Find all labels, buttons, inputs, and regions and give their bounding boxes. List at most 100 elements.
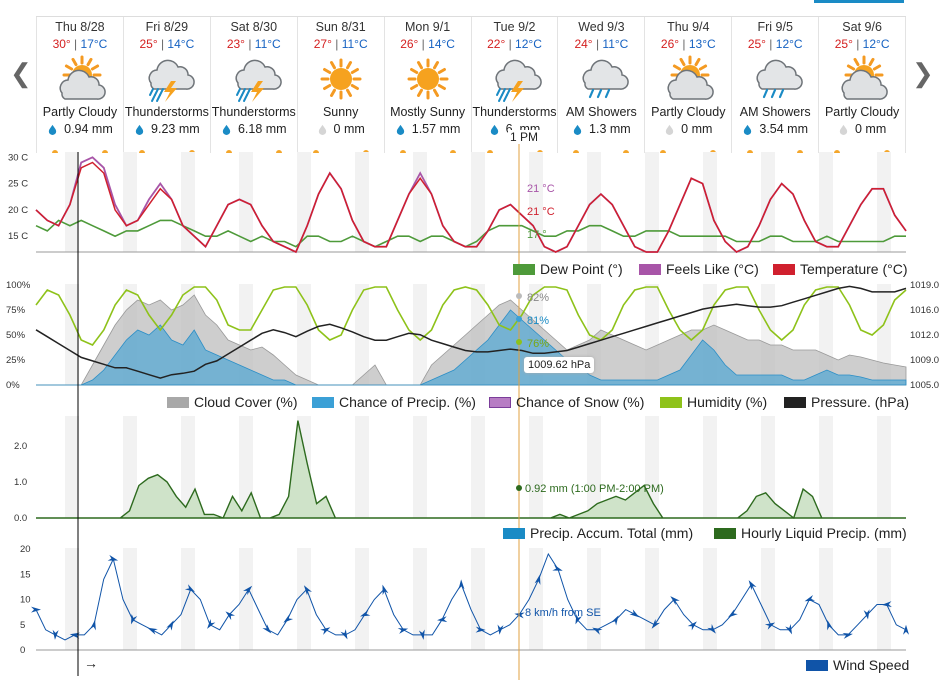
night-band xyxy=(471,284,485,385)
night-band xyxy=(65,548,79,650)
legend-feels-like[interactable]: Feels Like (°C) xyxy=(639,261,759,277)
raindrop-icon xyxy=(744,124,752,135)
series-dew-point xyxy=(35,219,906,248)
legend-cloud-cover[interactable]: Cloud Cover (%) xyxy=(167,394,297,410)
raindrop-icon xyxy=(839,124,848,135)
y-tick-label: 0% xyxy=(6,380,20,391)
night-band xyxy=(645,416,659,518)
legend-pressure[interactable]: Pressure. (hPa) xyxy=(784,394,909,410)
day-card[interactable]: Sat 8/30 23° | 11°C Thunderstorms 6.18 m… xyxy=(209,17,297,153)
night-band xyxy=(703,548,717,650)
wind-direction-marker xyxy=(670,596,680,606)
precip-swatch xyxy=(312,396,334,408)
wind-direction-marker xyxy=(397,628,409,634)
night-band xyxy=(355,284,369,385)
day-temps: 25° | 12°C xyxy=(819,37,905,51)
humidity-swatch xyxy=(660,396,682,408)
sun-icon xyxy=(320,58,362,100)
night-band xyxy=(587,152,601,252)
night-band xyxy=(703,284,717,385)
day-condition: Partly Cloudy xyxy=(651,105,726,119)
day-card[interactable]: Thu 8/28 30° | 17°C Partly Cloudy 0.94 m… xyxy=(36,17,123,153)
y-tick-label: 20 C xyxy=(8,205,28,216)
day-card[interactable]: Thu 9/4 26° | 13°C Partly Cloudy 0 mm xyxy=(644,17,731,153)
night-band xyxy=(413,548,427,650)
temp-separator: | xyxy=(244,37,255,51)
prev-arrow-icon[interactable]: ❮ xyxy=(10,58,32,88)
day-card[interactable]: Wed 9/3 24° | 11°C AM Showers 1.3 mm xyxy=(557,17,644,153)
wind-arrow-icon: → xyxy=(84,655,98,671)
day-date: Tue 9/2 xyxy=(493,20,536,34)
cursor-dot xyxy=(516,293,522,299)
wind-direction-marker xyxy=(418,629,425,640)
night-band xyxy=(529,416,543,518)
day-date: Sat 9/6 xyxy=(842,20,882,34)
day-card[interactable]: Sat 9/6 25° | 12°C Partly Cloudy 0 mm xyxy=(818,17,907,153)
day-high: 30° xyxy=(52,37,71,51)
next-arrow-icon[interactable]: ❯ xyxy=(912,58,934,88)
legend-temperature[interactable]: Temperature (°C) xyxy=(773,261,908,277)
legend-label: Precip. Accum. Total (mm) xyxy=(530,525,694,541)
wind-direction-marker xyxy=(69,632,81,639)
day-date: Mon 9/1 xyxy=(404,20,451,34)
day-card[interactable]: Sun 8/31 27° | 11°C Sunny 0 mm xyxy=(296,17,384,153)
day-card[interactable]: Mon 9/1 26° | 14°C Mostly Sunny 1.57 mm xyxy=(383,17,471,153)
legend-wind-speed[interactable]: Wind Speed xyxy=(806,657,909,673)
day-card[interactable]: Fri 8/29 25° | 14°C Thunderstorms 9.23 m… xyxy=(122,17,210,153)
night-band xyxy=(645,284,659,385)
day-precip-amount: 0.94 mm xyxy=(64,122,113,136)
day-precip: 6.18 mm xyxy=(211,122,297,136)
night-band xyxy=(877,284,891,385)
night-band xyxy=(587,548,601,650)
day-date: Thu 9/4 xyxy=(667,20,710,34)
day-temps: 26° | 13°C xyxy=(645,37,731,51)
temp-separator: | xyxy=(852,37,863,51)
cursor-temperature: 21 °C xyxy=(527,206,555,218)
day-high: 27° xyxy=(313,37,332,51)
y-tick-label: 0.0 xyxy=(14,513,27,524)
legend-dew-point[interactable]: Dew Point (°) xyxy=(513,261,623,277)
night-band xyxy=(355,416,369,518)
wind-direction-marker xyxy=(320,627,331,635)
wind-direction-marker xyxy=(651,619,661,629)
night-band xyxy=(413,416,427,518)
day-high: 26° xyxy=(400,37,419,51)
top-button-edge[interactable] xyxy=(814,0,904,3)
cursor-wind: 8 km/h from SE xyxy=(525,607,601,619)
temp-separator: | xyxy=(418,37,429,51)
legend-label: Feels Like (°C) xyxy=(666,261,759,277)
day-condition: Thunderstorms xyxy=(211,105,296,119)
day-high: 25° xyxy=(834,37,853,51)
y-tick-label: 10 xyxy=(20,595,31,606)
legend-snow-chance[interactable]: Chance of Snow (%) xyxy=(489,394,644,410)
y-tick-label: 30 C xyxy=(8,152,28,163)
legend-humidity[interactable]: Humidity (%) xyxy=(660,394,767,410)
wind-direction-marker xyxy=(827,619,833,631)
cursor-time-label: 1 PM xyxy=(508,130,541,144)
temp-separator: | xyxy=(765,37,776,51)
legend-hourly-precip[interactable]: Hourly Liquid Precip. (mm) xyxy=(714,525,907,541)
day-condition: AM Showers xyxy=(739,105,811,119)
legend-precip-accum[interactable]: Precip. Accum. Total (mm) xyxy=(503,525,693,541)
night-band xyxy=(181,416,195,518)
day-precip: 3.54 mm xyxy=(732,122,818,136)
night-band xyxy=(355,152,369,252)
night-band xyxy=(413,152,427,252)
day-low: 12°C xyxy=(775,37,803,51)
legend-precip-chance[interactable]: Chance of Precip. (%) xyxy=(312,394,476,410)
night-band xyxy=(123,152,137,252)
wind-direction-marker xyxy=(863,609,870,620)
wind-direction-marker xyxy=(107,554,119,561)
daily-forecast-row: Thu 8/28 30° | 17°C Partly Cloudy 0.94 m… xyxy=(36,16,907,153)
raindrop-icon xyxy=(490,124,498,135)
day-card[interactable]: Fri 9/5 25° | 12°C AM Showers 3.54 mm xyxy=(731,17,818,153)
day-date: Wed 9/3 xyxy=(578,20,625,34)
day-temps: 24° | 11°C xyxy=(558,37,644,51)
thunderstorm-icon xyxy=(235,59,282,102)
temp-swatch xyxy=(773,263,795,275)
wind-direction-marker xyxy=(475,626,486,633)
sun-phase-dots xyxy=(573,150,630,153)
day-high: 25° xyxy=(139,37,158,51)
wind-direction-marker xyxy=(842,633,853,639)
day-card[interactable]: Tue 9/2 22° | 12°C Thunderstorms 6. mm xyxy=(470,17,558,153)
